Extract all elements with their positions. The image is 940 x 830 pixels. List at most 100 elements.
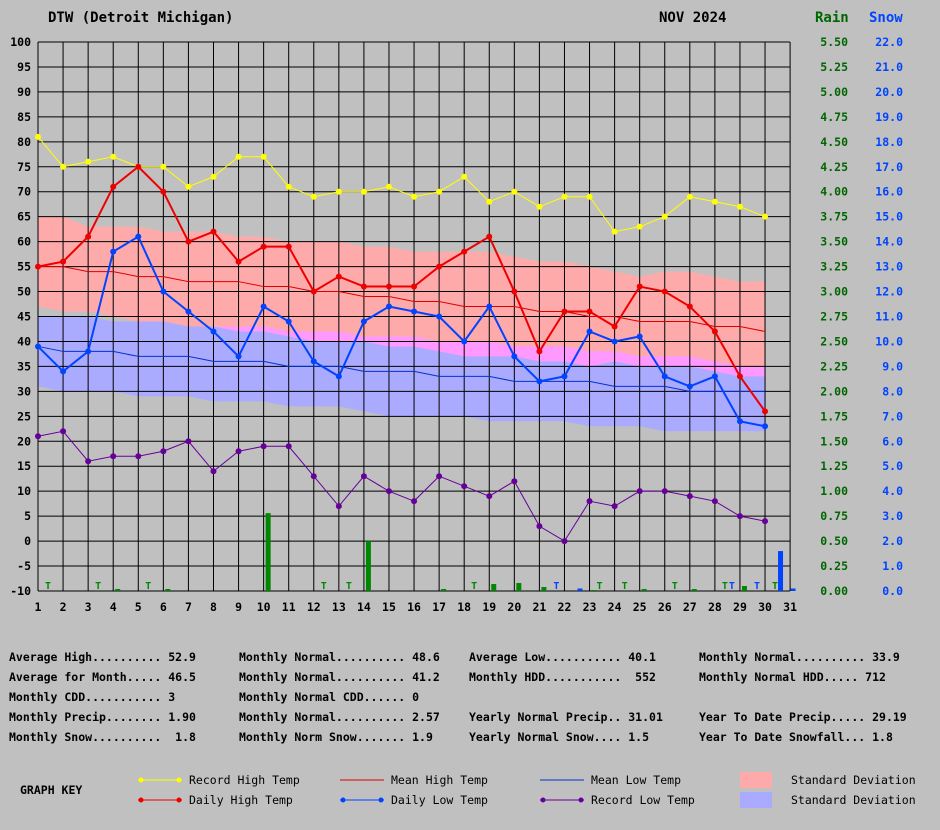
record-low-point [360, 473, 367, 480]
snow-tick-label: 22.0 [875, 35, 903, 49]
rain-trace-label: T [321, 581, 327, 592]
daily-low-point [436, 313, 443, 320]
record-high-point [385, 183, 392, 190]
record-high-point [85, 158, 92, 165]
stat-label: Yearly Normal Precip.. [469, 710, 622, 724]
record-low-key-point [540, 797, 546, 803]
rain-tick-label: 1.25 [820, 459, 848, 473]
daily-low-point [711, 373, 718, 380]
daily-low-point [511, 353, 518, 360]
daily-low-point [210, 328, 217, 335]
daily-low-point [586, 328, 593, 335]
rain-bar [165, 589, 171, 591]
rain-axis-title: Rain [815, 10, 849, 26]
rain-bar [541, 587, 547, 591]
snow-axis-title: Snow [869, 10, 903, 26]
snow-bar [577, 588, 583, 591]
key-label: Mean Low Temp [591, 773, 682, 787]
stat-label: Monthly Snow.......... [9, 730, 162, 744]
day-tick-label: 17 [432, 600, 446, 614]
day-tick-label: 20 [507, 600, 521, 614]
daily-low-point [35, 343, 41, 350]
daily-high-key-point [138, 797, 144, 803]
rain-tick-label: 0.25 [820, 559, 848, 573]
rain-trace-label: T [622, 581, 628, 592]
daily-high-point [85, 233, 92, 240]
temp-tick-label: 95 [17, 60, 31, 74]
record-high-point [436, 188, 443, 195]
rain-bar [491, 584, 497, 591]
daily-high-point [385, 283, 392, 290]
record-high-point [210, 173, 217, 180]
daily-low-point [110, 248, 117, 255]
day-tick-label: 18 [457, 600, 471, 614]
record-high-point [360, 188, 367, 195]
high-std-dev-band [38, 216, 766, 377]
daily-low-point [185, 308, 192, 315]
rain-bar [441, 589, 447, 591]
snow-tick-label: 9.0 [882, 359, 903, 373]
daily-low-point [486, 303, 493, 310]
station-title: DTW (Detroit Michigan) [48, 10, 234, 26]
stat-label: Monthly Normal CDD...... [239, 690, 406, 704]
stat-item: Monthly Normal.......... 41.2 [239, 670, 440, 684]
rain-trace-label: T [772, 581, 778, 592]
day-tick-label: 10 [257, 600, 271, 614]
stat-label: Year To Date Precip..... [699, 710, 866, 724]
record-high-line [37, 136, 766, 233]
snow-tick-label: 13.0 [875, 260, 903, 274]
rain-tick-label: 2.00 [820, 384, 848, 398]
stat-item: Monthly Normal HDD..... 712 [699, 670, 886, 684]
record-low-point [762, 518, 769, 525]
rain-bar [365, 541, 371, 591]
key-label: Record Low Temp [591, 793, 695, 807]
rain-tick-label: 5.00 [820, 85, 848, 99]
key-label: Standard Deviation [791, 793, 916, 807]
daily-low-point [310, 358, 317, 365]
rain-tick-label: 4.25 [820, 160, 848, 174]
stat-label: Year To Date Snowfall... [699, 730, 866, 744]
stat-label: Monthly CDD........... [9, 690, 162, 704]
rain-tick-label: 2.75 [820, 310, 848, 324]
daily-low-point [160, 288, 167, 295]
daily-low-point [285, 318, 292, 325]
stat-item: Monthly Normal.......... 2.57 [239, 710, 440, 724]
record-low-line [37, 430, 766, 542]
rain-tick-label: 2.50 [820, 334, 848, 348]
snow-tick-label: 3.0 [882, 509, 903, 523]
stat-value: 48.6 [405, 650, 440, 664]
rain-tick-label: 3.50 [820, 235, 848, 249]
record-low-point [35, 433, 41, 440]
snow-trace-label: T [729, 581, 735, 592]
daily-high-point [561, 308, 568, 315]
record-low-point [436, 473, 443, 480]
record-high-point [636, 223, 643, 230]
stat-value: 1.8 [865, 730, 893, 744]
daily-high-point [461, 248, 468, 255]
daily-low-point [661, 373, 668, 380]
period-title: NOV 2024 [659, 10, 727, 26]
daily-high-point [636, 283, 643, 290]
rain-trace-label: T [471, 581, 477, 592]
rain-tick-label: 0.75 [820, 509, 848, 523]
daily-high-point [135, 163, 142, 170]
graph-key-title: GRAPH KEY [20, 783, 83, 797]
key-label: Standard Deviation [791, 773, 916, 787]
daily-high-point [110, 183, 117, 190]
record-low-point [310, 473, 317, 480]
temp-tick-label: 25 [17, 409, 31, 423]
day-tick-label: 15 [382, 600, 396, 614]
snow-tick-label: 12.0 [875, 285, 903, 299]
temp-tick-label: 40 [17, 334, 31, 348]
daily-high-point [335, 273, 342, 280]
daily-high-point [185, 238, 192, 245]
daily-low-point [85, 348, 92, 355]
day-tick-label: 24 [608, 600, 622, 614]
record-low-point [210, 468, 217, 475]
rain-tick-label: 1.75 [820, 409, 848, 423]
daily-high-point [511, 288, 518, 295]
daily-high-point [60, 258, 67, 265]
record-low-point [461, 483, 468, 490]
day-tick-label: 14 [357, 600, 371, 614]
record-high-point [160, 163, 167, 170]
